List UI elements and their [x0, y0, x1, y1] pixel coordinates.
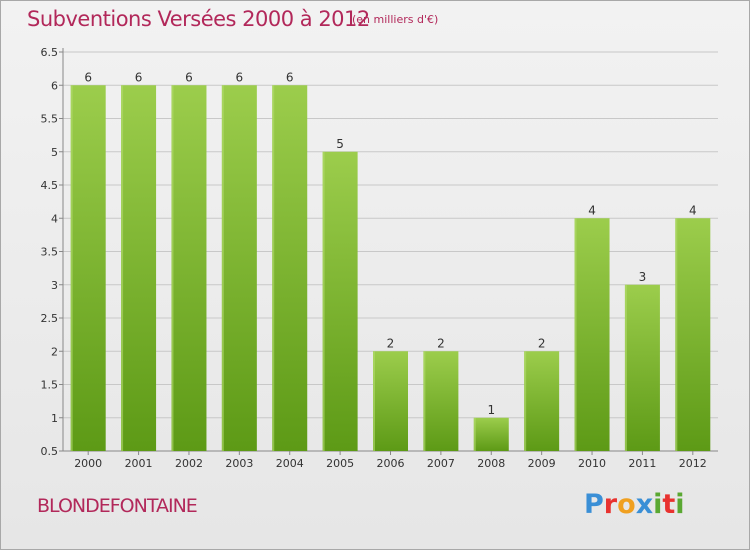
- y-tick-label: 1.5: [41, 379, 59, 392]
- logo-letter: x: [635, 489, 654, 520]
- bar-highlight: [675, 218, 678, 451]
- bar: [423, 351, 459, 451]
- chart-unit-note: (en milliers d'€): [352, 13, 439, 26]
- bar-highlight: [272, 85, 275, 451]
- bar: [624, 284, 660, 451]
- logo-letter: i: [675, 489, 685, 520]
- x-tick-label: 2010: [578, 457, 606, 470]
- y-tick-label: 0.5: [41, 445, 59, 458]
- bar-value-label: 6: [135, 70, 143, 84]
- bar: [373, 351, 408, 451]
- town-name: BLONDEFONTAINE: [37, 495, 198, 517]
- bar-highlight: [524, 351, 527, 451]
- bar-value-label: 3: [639, 270, 647, 284]
- x-tick-label: 2002: [175, 457, 203, 470]
- y-tick-label: 6.5: [41, 46, 59, 59]
- bar-value-label: 6: [286, 70, 294, 84]
- proxiti-logo: Proxiti: [584, 489, 685, 520]
- bar-highlight: [221, 85, 224, 451]
- bar: [272, 85, 308, 451]
- bar: [70, 85, 106, 451]
- bar-value-label: 4: [588, 203, 596, 217]
- x-tick-label: 2004: [276, 457, 304, 470]
- y-tick-label: 2.5: [41, 312, 59, 325]
- y-tick-label: 3: [51, 279, 58, 292]
- bar-value-label: 2: [437, 336, 445, 350]
- bar-value-label: 1: [487, 403, 495, 417]
- bar-highlight: [70, 85, 73, 451]
- y-tick-label: 5: [51, 146, 58, 159]
- y-tick-label: 4.5: [41, 179, 59, 192]
- bar-value-label: 6: [185, 70, 193, 84]
- bar-highlight: [473, 417, 476, 451]
- bar: [322, 151, 358, 451]
- bar-value-label: 2: [387, 336, 395, 350]
- logo-letter: o: [617, 489, 636, 520]
- x-tick-label: 2003: [225, 457, 253, 470]
- logo-letter: P: [584, 489, 604, 520]
- bar-value-label: 6: [236, 70, 244, 84]
- bar: [524, 351, 560, 451]
- bar-highlight: [574, 218, 577, 451]
- x-tick-label: 2008: [477, 457, 505, 470]
- x-tick-label: 2009: [528, 457, 556, 470]
- bar-highlight: [373, 351, 375, 451]
- bar-highlight: [171, 85, 174, 451]
- labels: 6 6 6 6 6 5 2 2 1 2 4 3 4: [84, 70, 696, 417]
- bar-highlight: [121, 85, 124, 451]
- chart-title: Subventions Versées 2000 à 2012: [27, 7, 370, 31]
- bar: [574, 218, 610, 451]
- x-tick-label: 2007: [427, 457, 455, 470]
- y-tick-label: 4: [51, 212, 58, 225]
- logo-letter: i: [653, 489, 663, 520]
- bar: [171, 85, 207, 451]
- x-tick-label: 2012: [679, 457, 707, 470]
- y-tick-label: 1: [51, 412, 58, 425]
- y-tick-label: 2: [51, 345, 58, 358]
- y-tick-label: 3.5: [41, 246, 59, 259]
- bar: [473, 417, 509, 451]
- bars: [70, 85, 711, 451]
- bar: [221, 85, 257, 451]
- bar-value-label: 6: [84, 70, 92, 84]
- bar-highlight: [322, 151, 325, 451]
- bar-value-label: 5: [336, 137, 344, 151]
- bar-highlight: [624, 284, 627, 451]
- y-tick-label: 5.5: [41, 113, 59, 126]
- logo-letter: r: [603, 489, 618, 520]
- bar: [675, 218, 711, 451]
- bar-value-label: 4: [689, 203, 697, 217]
- bar-value-label: 2: [538, 336, 546, 350]
- x-tick-label: 2011: [628, 457, 656, 470]
- bar-highlight: [423, 351, 426, 451]
- x-tick-label: 2000: [74, 457, 102, 470]
- logo-letter: t: [662, 489, 676, 520]
- x-tick-label: 2005: [326, 457, 354, 470]
- x-tick-label: 2006: [377, 457, 405, 470]
- x-tick-label: 2001: [125, 457, 153, 470]
- y-tick-label: 6: [51, 79, 58, 92]
- bar: [121, 85, 157, 451]
